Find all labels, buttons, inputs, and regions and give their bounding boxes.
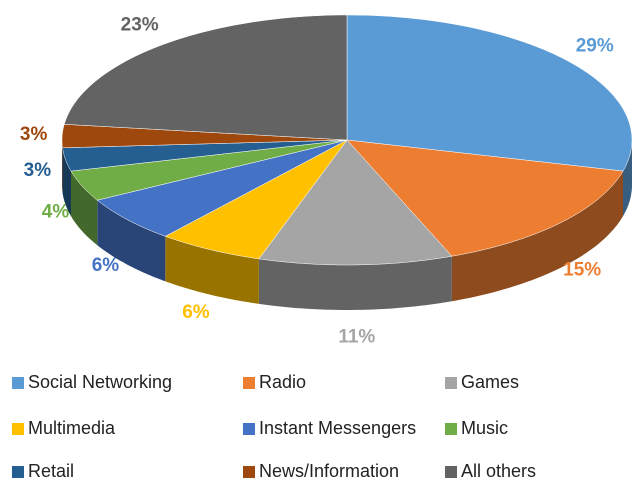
pie-side	[623, 140, 632, 217]
legend-label: All others	[461, 461, 536, 481]
pie-slice	[62, 139, 348, 172]
legend-label: Retail	[28, 461, 74, 481]
legend-label: Radio	[259, 372, 306, 392]
pie-slice	[346, 14, 633, 172]
data-label: 23%	[121, 15, 159, 36]
pie-side	[451, 171, 623, 302]
data-label: 3%	[24, 160, 52, 181]
pie-slice	[96, 139, 348, 237]
legend-swatch	[243, 423, 255, 435]
pie-side	[258, 256, 452, 310]
data-label: 3%	[20, 124, 48, 145]
pie-slice	[63, 14, 348, 141]
pie-slice	[164, 139, 348, 260]
legend-label: Games	[461, 372, 519, 392]
pie-side	[62, 140, 63, 193]
legend-label: Instant Messengers	[259, 418, 416, 438]
legend-label: News/Information	[259, 461, 399, 481]
legend-swatch	[445, 423, 457, 435]
legend-swatch	[445, 377, 457, 389]
legend-swatch	[12, 466, 24, 478]
data-label: 11%	[338, 326, 375, 347]
legend-label: Music	[461, 418, 508, 438]
pie-side	[165, 236, 259, 304]
data-label: 15%	[563, 260, 601, 281]
data-label: 6%	[182, 302, 210, 323]
data-label: 29%	[576, 36, 614, 57]
data-label: 4%	[42, 202, 70, 223]
pie-slice	[346, 139, 624, 257]
pie-slice	[258, 139, 453, 266]
legend-swatch	[12, 377, 24, 389]
pie-side	[97, 200, 166, 282]
pie-slice	[61, 124, 348, 149]
pie-slice	[70, 139, 348, 201]
legend-label: Social Networking	[28, 372, 172, 392]
pie-side	[62, 147, 71, 217]
legend-swatch	[445, 466, 457, 478]
legend-swatch	[243, 466, 255, 478]
legend-swatch	[12, 423, 24, 435]
legend-swatch	[243, 377, 255, 389]
legend-label: Multimedia	[28, 418, 116, 438]
data-label: 6%	[92, 255, 120, 276]
pie-side	[71, 171, 98, 246]
